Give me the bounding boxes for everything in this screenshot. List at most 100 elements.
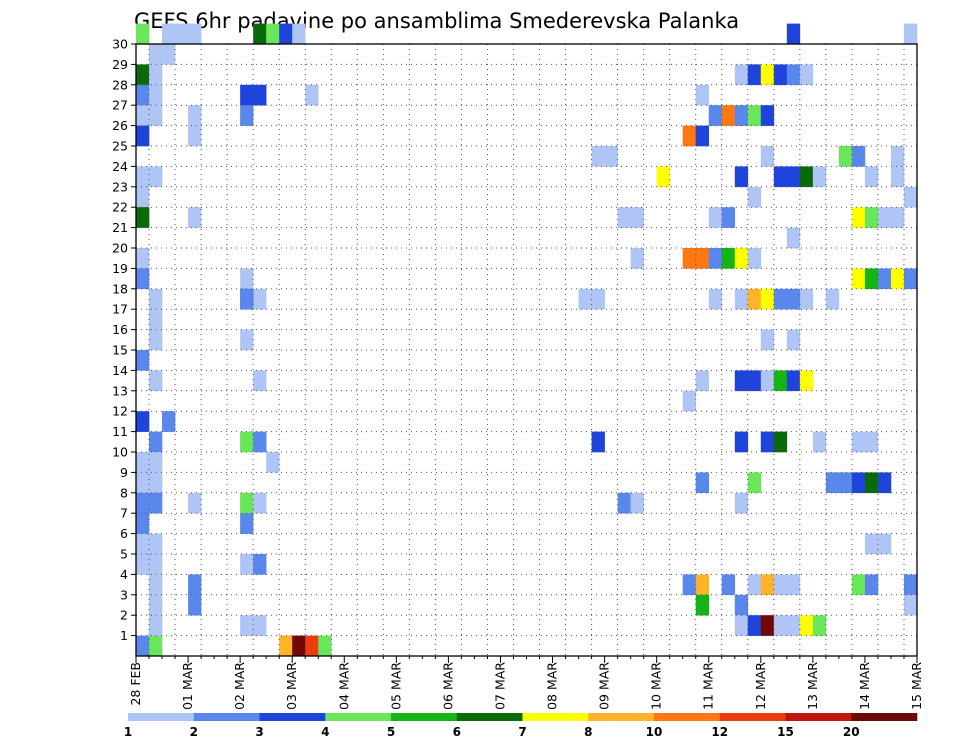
heatmap-cell xyxy=(903,574,918,596)
x-tick-label: 05 MAR xyxy=(388,662,403,710)
heatmap-cell xyxy=(136,166,150,188)
heatmap-cell xyxy=(760,146,775,167)
heatmap-cell xyxy=(747,574,762,596)
y-tick-label: 23 xyxy=(112,179,128,194)
y-tick-label: 21 xyxy=(112,220,128,235)
heatmap-cell xyxy=(747,64,762,86)
x-tick-label: 07 MAR xyxy=(493,662,508,710)
heatmap-cell xyxy=(864,268,879,290)
heatmap-cell xyxy=(136,268,150,290)
heatmap-cell xyxy=(253,492,267,514)
heatmap-cell xyxy=(682,248,697,269)
heatmap-cell xyxy=(760,615,775,636)
y-tick-label: 30 xyxy=(112,37,128,52)
heatmap-cell xyxy=(240,615,254,636)
y-tick-label: 25 xyxy=(112,139,128,154)
legend-label: 10 xyxy=(646,725,663,739)
y-tick-label: 1 xyxy=(120,628,128,643)
heatmap-cell xyxy=(734,431,749,453)
heatmap-cell xyxy=(695,248,710,269)
y-tick-label: 16 xyxy=(112,322,128,337)
chart-title: GEFS 6hr padavine po ansamblima Smederev… xyxy=(134,9,739,33)
heatmap-cell xyxy=(760,329,775,351)
heatmap-cell xyxy=(812,615,827,636)
heatmap-cell xyxy=(240,84,254,106)
heatmap-cell xyxy=(773,431,788,453)
heatmap-cell xyxy=(292,635,306,657)
heatmap-cell xyxy=(734,166,749,188)
heatmap-cell xyxy=(136,411,150,432)
heatmap-cell xyxy=(773,166,788,188)
heatmap-cell xyxy=(903,594,918,616)
heatmap-cell xyxy=(136,533,150,555)
heatmap-cell xyxy=(253,554,267,575)
heatmap-cell xyxy=(149,44,163,65)
heatmap-cell xyxy=(136,492,150,514)
heatmap-cell xyxy=(890,207,905,228)
heatmap-cell xyxy=(734,370,749,392)
y-tick-label: 29 xyxy=(112,57,128,72)
heatmap-cell xyxy=(591,288,605,310)
y-tick-label: 18 xyxy=(112,281,128,296)
heatmap-cell xyxy=(188,105,202,126)
legend-swatch xyxy=(522,713,589,721)
legend-swatch xyxy=(851,713,918,721)
heatmap-cell xyxy=(734,105,749,126)
heatmap-cell xyxy=(903,186,918,208)
heatmap-cell xyxy=(149,431,163,453)
heatmap-cell xyxy=(760,431,775,453)
heatmap-cell xyxy=(760,288,775,310)
heatmap-cell xyxy=(162,23,176,45)
legend-label: 3 xyxy=(255,725,263,739)
legend-label: 15 xyxy=(777,725,794,739)
heatmap-cell xyxy=(721,207,736,228)
heatmap-cell xyxy=(747,370,762,392)
heatmap-cell xyxy=(136,125,150,147)
heatmap-cell xyxy=(747,288,762,310)
x-tick-label: 01 MAR xyxy=(180,662,195,710)
x-axis: 28 FEB 01 MAR 02 MAR 03 MAR 04 MAR 05 MAR 06 M… xyxy=(128,656,924,710)
legend-label: 2 xyxy=(190,725,198,739)
heatmap-cell xyxy=(656,166,670,188)
heatmap-cell xyxy=(604,146,618,167)
heatmap-cell xyxy=(136,350,150,371)
heatmap-cell xyxy=(253,431,267,453)
heatmap-cell xyxy=(240,492,254,514)
heatmap-cell xyxy=(799,288,814,310)
heatmap-cell xyxy=(292,23,306,45)
heatmap-cell xyxy=(773,574,788,596)
heatmap-cell xyxy=(591,146,605,167)
heatmap-cell xyxy=(721,248,736,269)
heatmap-cell xyxy=(747,105,762,126)
heatmap-cell xyxy=(864,472,879,494)
x-tick-label: 09 MAR xyxy=(597,662,612,710)
heatmap-cell xyxy=(188,594,202,616)
heatmap-cell xyxy=(734,64,749,86)
legend-swatch xyxy=(588,713,655,721)
heatmap-cell xyxy=(149,288,163,310)
y-tick-label: 17 xyxy=(112,302,128,317)
heatmap-cell xyxy=(734,594,749,616)
heatmap-cell xyxy=(682,574,697,596)
heatmap-cell xyxy=(136,635,150,657)
heatmap-cell xyxy=(188,574,202,596)
x-tick-label: 12 MAR xyxy=(753,662,768,710)
heatmap-cell xyxy=(695,472,710,494)
legend-swatch xyxy=(193,713,260,721)
heatmap-cell xyxy=(799,615,814,636)
heatmap-cell xyxy=(162,44,176,65)
heatmap-cell xyxy=(136,452,150,473)
heatmap-cell xyxy=(149,84,163,106)
y-tick-label: 6 xyxy=(120,526,128,541)
legend-label: 1 xyxy=(124,725,132,739)
legend-swatch xyxy=(719,713,786,721)
heatmap-cell xyxy=(136,105,150,126)
heatmap-cell xyxy=(188,492,202,514)
x-tick-label: 11 MAR xyxy=(701,662,716,710)
heatmap-cell xyxy=(877,268,892,290)
legend-label: 7 xyxy=(518,725,526,739)
heatmap-cell xyxy=(786,329,801,351)
heatmap-cell xyxy=(747,186,762,208)
x-tick-label: 06 MAR xyxy=(440,662,455,710)
